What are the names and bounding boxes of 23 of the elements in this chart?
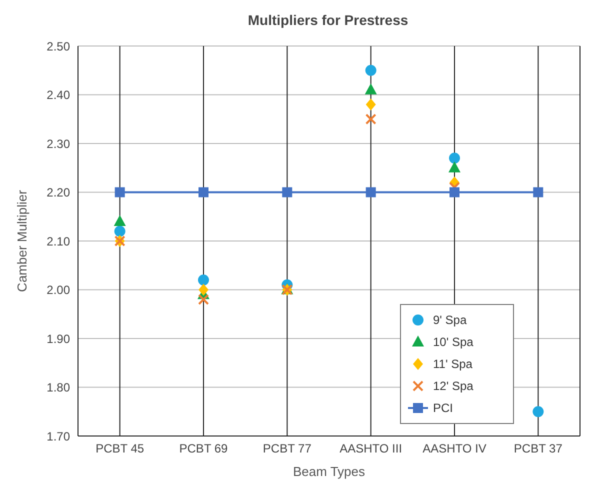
legend-label: 11' Spa <box>433 356 472 373</box>
x-tick-label: PCBT 69 <box>179 442 228 456</box>
chart-title: Multipliers for Prestress <box>246 11 410 30</box>
y-tick-label: 2.30 <box>46 136 70 151</box>
x-axis-title: Beam Types <box>292 464 366 479</box>
y-tick-label: 1.70 <box>46 429 70 444</box>
y-tick-label: 2.00 <box>46 283 70 298</box>
x-tick-label: PCBT 37 <box>514 442 563 456</box>
x-tick-label: AASHTO III <box>340 442 402 456</box>
legend-label: 10' Spa <box>433 334 474 351</box>
y-tick-label: 2.40 <box>46 88 70 102</box>
y-axis-title: Camber Multiplier <box>14 189 30 292</box>
y-tick-label: 1.90 <box>46 332 70 346</box>
x-tick-label: AASHTO IV <box>422 442 486 456</box>
legend-label: 9' Spa <box>433 312 467 329</box>
y-tick-label: 1.80 <box>46 380 70 395</box>
y-tick-label: 2.20 <box>46 186 70 200</box>
y-tick-label: 2.10 <box>46 234 70 248</box>
x-tick-label: PCBT 77 <box>262 442 312 456</box>
legend-label: 12' Spa <box>433 378 474 395</box>
x-tick-label: PCBT 45 <box>96 442 144 456</box>
y-tick-label: 2.50 <box>46 39 70 54</box>
legend-label: PCI <box>433 400 454 417</box>
